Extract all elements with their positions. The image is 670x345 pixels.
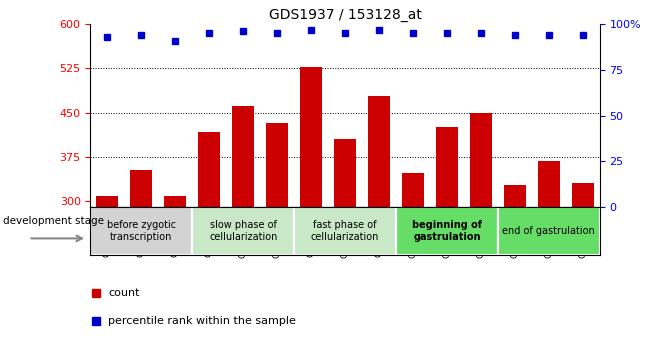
Bar xyxy=(504,185,526,345)
Bar xyxy=(96,196,119,345)
Bar xyxy=(300,67,322,345)
Bar xyxy=(498,207,600,255)
Title: GDS1937 / 153128_at: GDS1937 / 153128_at xyxy=(269,8,421,22)
Bar xyxy=(334,139,356,345)
Bar xyxy=(198,131,220,345)
Bar xyxy=(538,161,559,345)
Bar xyxy=(402,173,424,345)
Bar xyxy=(436,127,458,345)
Text: end of gastrulation: end of gastrulation xyxy=(502,226,595,236)
Text: count: count xyxy=(109,288,140,298)
Bar xyxy=(90,207,192,255)
Bar xyxy=(572,184,594,345)
Bar xyxy=(192,207,294,255)
Text: beginning of
gastrulation: beginning of gastrulation xyxy=(412,220,482,242)
Bar xyxy=(294,207,396,255)
Text: before zygotic
transcription: before zygotic transcription xyxy=(107,220,176,242)
Bar xyxy=(164,196,186,345)
Text: percentile rank within the sample: percentile rank within the sample xyxy=(109,316,296,326)
Bar xyxy=(131,170,152,345)
Text: fast phase of
cellularization: fast phase of cellularization xyxy=(311,220,379,242)
Bar xyxy=(470,112,492,345)
Text: slow phase of
cellularization: slow phase of cellularization xyxy=(209,220,277,242)
Bar xyxy=(232,106,254,345)
Bar xyxy=(368,96,390,345)
Text: development stage: development stage xyxy=(3,216,105,226)
Bar xyxy=(396,207,498,255)
Bar xyxy=(266,123,288,345)
